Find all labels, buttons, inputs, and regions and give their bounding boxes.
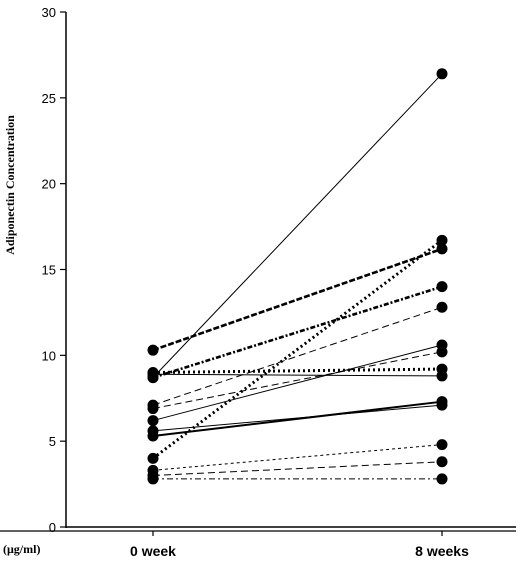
series-line-0 xyxy=(152,73,443,378)
series-line-5 xyxy=(152,344,443,422)
series-line-9 xyxy=(152,400,443,438)
series-line-6 xyxy=(152,351,443,410)
series-line-1 xyxy=(152,247,443,352)
data-point-1-0 xyxy=(147,344,159,356)
y-tick-label-2: 10 xyxy=(42,348,56,363)
data-point-13-1 xyxy=(436,473,448,485)
data-point-10-0 xyxy=(147,425,159,437)
x-category-label-1: 8 weeks xyxy=(415,543,469,559)
y-axis-title: Adiponectin Concentration xyxy=(3,115,17,255)
data-point-0-1 xyxy=(436,68,448,80)
data-point-6-1 xyxy=(436,346,448,358)
y-tick-label-4: 20 xyxy=(42,177,56,192)
data-point-13-0 xyxy=(147,473,159,485)
data-point-2-0 xyxy=(147,452,159,464)
data-point-12-1 xyxy=(436,456,448,468)
data-point-1-1 xyxy=(436,243,448,255)
series-line-4 xyxy=(152,306,443,406)
y-tick-label-1: 5 xyxy=(49,434,56,449)
series-line-7 xyxy=(152,367,443,374)
series-line-10 xyxy=(152,404,443,432)
data-point-2-1 xyxy=(436,234,448,246)
series-layer xyxy=(152,73,443,480)
data-point-10-1 xyxy=(436,399,448,411)
data-point-11-1 xyxy=(436,439,448,451)
series-line-8 xyxy=(152,373,443,377)
unit-label: (μg/ml) xyxy=(3,542,40,556)
points-layer xyxy=(147,68,448,485)
y-tick-label-3: 15 xyxy=(42,263,56,278)
data-point-4-1 xyxy=(436,301,448,313)
series-line-12 xyxy=(152,461,443,476)
series-line-3 xyxy=(152,285,443,379)
y-tick-label-6: 30 xyxy=(42,5,56,20)
y-tick-label-0: 0 xyxy=(49,520,56,535)
data-point-3-1 xyxy=(436,281,448,293)
y-tick-label-5: 25 xyxy=(42,91,56,106)
data-point-8-0 xyxy=(147,368,159,380)
series-line-11 xyxy=(152,444,443,471)
data-point-6-0 xyxy=(147,403,159,415)
data-point-8-1 xyxy=(436,370,448,382)
series-line-2 xyxy=(152,239,443,460)
x-category-label-0: 0 week xyxy=(130,543,176,559)
axes: 0 5 10 15 20 25 30 xyxy=(0,5,516,536)
data-point-5-0 xyxy=(147,415,159,427)
